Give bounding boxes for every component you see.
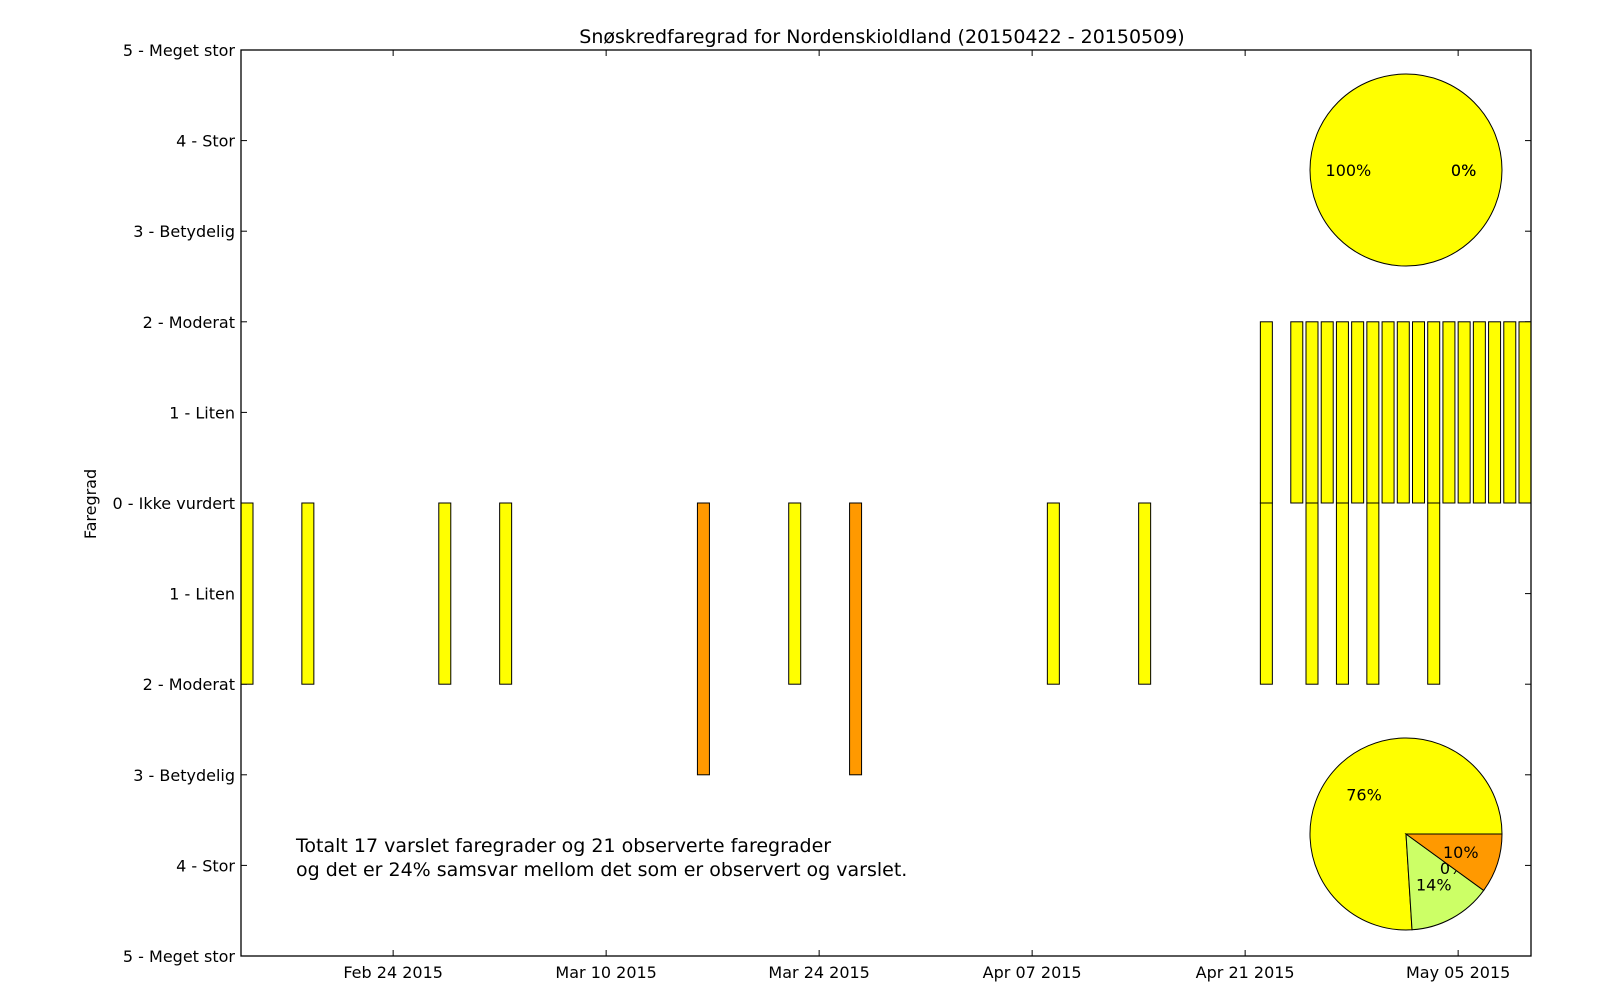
- forecast-bar: [1381, 321, 1395, 504]
- forecast-bar: [1396, 321, 1410, 504]
- observed-bar: [1427, 502, 1441, 685]
- pie-slice-label: 76%: [1346, 786, 1382, 805]
- forecast-bar: [1472, 321, 1486, 504]
- y-tick-label: 0 - Ikke vurdert: [113, 494, 236, 513]
- forecast-bar: [1518, 321, 1532, 504]
- x-tick-label: Mar 10 2015: [555, 963, 656, 982]
- forecast-bar: [1442, 321, 1456, 504]
- pie-slice-label: 14%: [1416, 875, 1452, 894]
- y-tick-label: 1 - Liten: [169, 585, 235, 604]
- pie-slice-label: 0%: [1451, 161, 1476, 180]
- y-tick-label: 2 - Moderat: [143, 313, 235, 332]
- x-tick-label: May 05 2015: [1406, 963, 1510, 982]
- y-axis-label: Faregrad: [81, 469, 100, 539]
- pie-slice: [1404, 833, 1503, 892]
- y-tick-label: 5 - Meget stor: [123, 41, 236, 60]
- forecast-bar: [1503, 321, 1517, 504]
- x-tick-label: Apr 07 2015: [983, 963, 1082, 982]
- forecast-bar: [1412, 321, 1425, 504]
- observed-bar: [301, 502, 315, 685]
- y-tick-label: 1 - Liten: [169, 403, 235, 422]
- observed-bar: [1046, 502, 1060, 685]
- observed-bar: [1259, 502, 1273, 685]
- bars-layer: [240, 321, 1532, 776]
- y-tick-label: 3 - Betydelig: [133, 222, 235, 241]
- chart-title: Snøskredfaregrad for Nordenskioldland (2…: [579, 26, 1184, 48]
- plot-frame: [240, 49, 1532, 957]
- forecast-bar: [1457, 321, 1471, 504]
- forecast-bar: [1366, 321, 1380, 504]
- pie-chart-top-right: 100% 0%0%: [1309, 73, 1503, 267]
- annotation-line-1: Totalt 17 varslet faregrader og 21 obser…: [295, 835, 831, 857]
- x-tick-label: Apr 21 2015: [1196, 963, 1295, 982]
- observed-bar: [1305, 502, 1319, 685]
- observed-bar: [696, 502, 710, 776]
- observed-bar: [438, 502, 452, 685]
- y-tick-label: 4 - Stor: [176, 132, 235, 151]
- y-axis-ticks: 5 - Meget stor 4 - Stor 3 - Betydelig 2 - M…: [113, 41, 1531, 966]
- y-tick-label: 5 - Meget stor: [123, 947, 236, 966]
- pie-chart-bottom-right: 76%14%0%10%: [1309, 737, 1503, 931]
- x-tick-label: Mar 24 2015: [768, 963, 869, 982]
- x-axis-ticks: Feb 24 2015 Mar 10 2015 Mar 24 2015 Apr 07 …: [343, 50, 1510, 982]
- x-tick-label: Feb 24 2015: [343, 963, 443, 982]
- observed-bar: [1335, 502, 1349, 685]
- forecast-bar: [1351, 321, 1365, 504]
- observed-bar: [1366, 502, 1380, 685]
- observed-bar: [788, 502, 802, 685]
- pie-slice: [1405, 832, 1485, 931]
- pie-slice-label: 100%: [1326, 161, 1372, 180]
- forecast-bar: [1335, 321, 1349, 504]
- forecast-bar: [1259, 321, 1273, 504]
- observed-bar: [1138, 502, 1152, 685]
- y-tick-label: 3 - Betydelig: [133, 766, 235, 785]
- forecast-bar: [1290, 321, 1304, 504]
- observed-bar: [499, 502, 513, 685]
- pie-slice: [1309, 73, 1503, 267]
- forecast-bar: [1320, 321, 1334, 504]
- y-tick-label: 4 - Stor: [176, 856, 235, 875]
- pie-slice-label: 10%: [1443, 843, 1479, 862]
- annotation-line-2: og det er 24% samsvar mellom det som er …: [296, 859, 907, 881]
- pie-charts: 100%0%0%76%14%0%10%: [1309, 73, 1503, 931]
- pie-slice-label: 0%: [1451, 161, 1476, 180]
- observed-bar: [849, 502, 863, 776]
- forecast-bar: [1488, 321, 1502, 504]
- pie-slice: [1309, 737, 1503, 931]
- y-tick-label: 2 - Moderat: [143, 675, 235, 694]
- observed-bar: [240, 502, 254, 685]
- forecast-bar: [1305, 321, 1319, 504]
- forecast-bar: [1427, 321, 1441, 504]
